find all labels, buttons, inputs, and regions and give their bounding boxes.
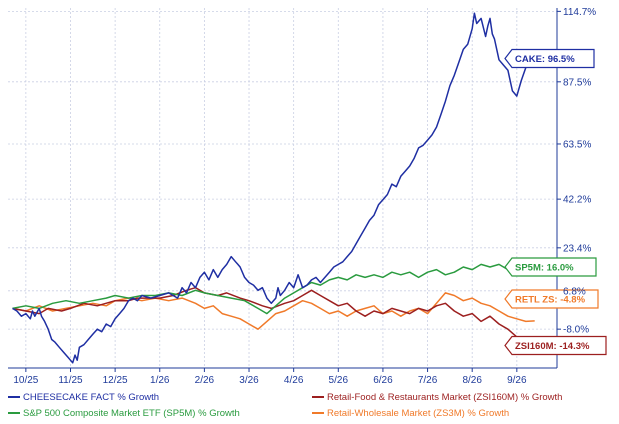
x-tick-label: 3/26: [239, 375, 259, 386]
callout-label: ZSI160M: -14.3%: [515, 341, 590, 352]
x-tick-label: 5/26: [329, 375, 349, 386]
y-tick-label: 114.7%: [563, 7, 596, 18]
series-line-cake: [12, 12, 536, 364]
callout-box: [504, 335, 607, 356]
callout-box: [504, 257, 597, 277]
callout-retl-zs: RETL ZS: -4.8%: [504, 289, 599, 309]
x-tick-label: 4/26: [284, 375, 304, 386]
x-tick-label: 12/25: [103, 375, 128, 386]
legend-label-cheesecake: CHEESECAKE FACT % Growth: [23, 392, 160, 403]
y-tick-label: 42.2%: [563, 195, 591, 206]
legend-item-cheesecake: CHEESECAKE FACT % Growth: [8, 392, 159, 403]
legend-item-sp5m: S&P 500 Composite Market ETF (SP5M) % Gr…: [8, 408, 240, 419]
legend-item-zsi160m: Retail-Food & Restaurants Market (ZSI160…: [312, 392, 562, 403]
y-tick-label: 23.4%: [563, 243, 591, 254]
x-tick-label: 1/26: [150, 375, 170, 386]
y-tick-label: 6.8%: [563, 286, 586, 297]
x-tick-label: 2/26: [195, 375, 215, 386]
callout-cake: CAKE: 96.5%: [504, 48, 595, 69]
series-line-zsi160m: [12, 286, 535, 347]
legend-label-zsi160m: Retail-Food & Restaurants Market (ZSI160…: [327, 392, 563, 403]
x-tick-label: 8/26: [462, 375, 482, 386]
x-axis-ticks: 10/25 11/25 12/25 1/26 2/26 3/26 4/26 5/26 6/26 7…: [13, 375, 527, 386]
chart-grid: [8, 8, 557, 368]
x-tick-label: 11/25: [58, 375, 83, 386]
legend-swatch-zsi160m: [312, 396, 324, 399]
x-tick-label: 9/26: [507, 375, 527, 386]
chart-axes: [8, 8, 561, 372]
series-callouts: CAKE: 96.5% SP5M: 16.0% RETL ZS: -4.8% ZSI1…: [504, 48, 607, 356]
callout-box: [504, 289, 599, 309]
legend-swatch-zs3m: [312, 412, 324, 415]
legend-label-sp5m: S&P 500 Composite Market ETF (SP5M) % Gr…: [23, 408, 240, 419]
legend-label-zs3m: Retail-Wholesale Market (ZS3M) % Growth: [327, 408, 510, 419]
callout-label: RETL ZS: -4.8%: [515, 295, 586, 306]
legend-item-zs3m: Retail-Wholesale Market (ZS3M) % Growth: [312, 408, 509, 419]
x-tick-label: 6/26: [373, 375, 393, 386]
y-axis-ticks: 114.7% 87.5% 63.5% 42.2% 23.4% 6.8% -8.0%: [563, 7, 596, 336]
legend-swatch-sp5m: [8, 412, 20, 415]
growth-line-chart: CAKE: 96.5% SP5M: 16.0% RETL ZS: -4.8% ZSI1…: [8, 7, 607, 386]
y-tick-label: 87.5%: [563, 77, 591, 88]
callout-label: SP5M: 16.0%: [515, 262, 574, 273]
legend-swatch-cheesecake: [8, 396, 20, 399]
x-tick-label: 10/25: [13, 375, 38, 386]
series-line-sp5m: [12, 263, 535, 315]
callout-box: [504, 48, 595, 69]
x-tick-label: 7/26: [418, 375, 438, 386]
callout-zsi160m: ZSI160M: -14.3%: [504, 335, 607, 356]
callout-sp5m: SP5M: 16.0%: [504, 257, 597, 277]
y-tick-label: -8.0%: [563, 325, 589, 336]
y-tick-label: 63.5%: [563, 139, 591, 150]
series-layer: [12, 12, 536, 364]
callout-label: CAKE: 96.5%: [515, 54, 575, 65]
series-line-retl-zs: [12, 292, 535, 330]
